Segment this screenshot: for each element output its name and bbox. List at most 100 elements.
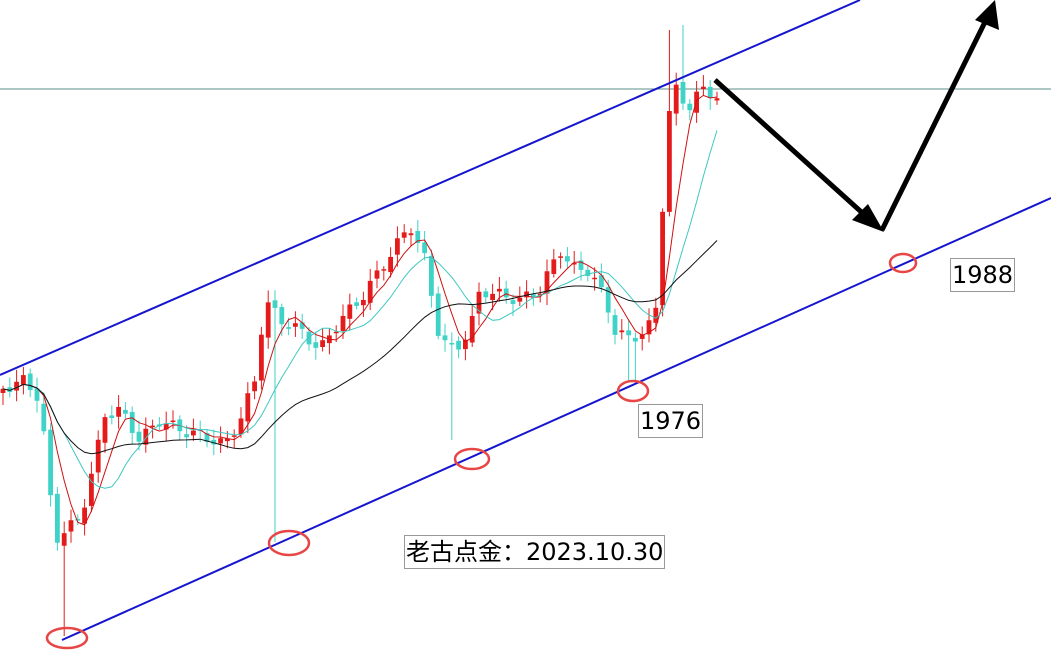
candle-body [150,425,155,428]
candle-body [75,518,81,521]
candle-body [503,288,509,298]
candle-body [667,110,672,212]
year-label: 1988 [950,258,1016,292]
candle-body [707,86,713,98]
candle-body [27,373,33,390]
candles [0,25,720,636]
candle-body [476,291,482,314]
candle-body [61,533,67,546]
candle-body [388,256,393,273]
candle-body [231,435,237,437]
candle-body [680,81,686,104]
candle-body [238,418,244,435]
touch-circles [45,252,918,650]
candle-body [306,331,312,345]
candle-body [463,339,468,350]
candle-body [626,330,631,336]
arrow-head [852,204,884,232]
touch-circle [616,379,650,403]
candle-body [136,431,142,442]
candle-body [456,340,461,350]
candle-body [565,256,570,262]
candle-body [469,315,475,343]
candle-body [714,98,720,101]
arrow-down [713,78,870,220]
moving-averages [2,94,718,526]
candle-body [211,439,217,445]
candle-body [245,393,251,422]
touch-circle [888,252,918,274]
candle-body [592,277,597,280]
candle-body [313,342,319,348]
candle-body [490,293,495,301]
candle-body [41,403,47,432]
candle-body [265,302,271,338]
candle-body [170,420,176,423]
candle-body [544,271,550,294]
candle-body [605,287,611,313]
candle-body [102,417,108,443]
touch-circle [453,447,491,471]
candle-body [367,280,373,303]
candle-body [7,387,13,393]
candle-body [612,315,618,335]
candle-body [163,423,169,430]
candle-body [184,434,189,438]
arrow-head [975,0,999,30]
candle-body [653,307,659,323]
candle-body [578,260,584,270]
candle-body [89,473,94,506]
candle-body [347,304,353,319]
candle-body [571,262,577,265]
credit-label: 老古点金：2023.10.30 [404,535,666,569]
candle-body [599,275,604,288]
candle-body [483,291,489,298]
candle-body [374,270,380,279]
arrow-up [879,16,990,232]
candle-body [361,299,366,306]
candle-body [524,291,529,298]
candle-body [619,330,625,333]
candle-body [646,320,652,335]
candle-body [68,520,74,532]
candle-body [286,327,291,329]
candle-body [531,294,536,297]
candle-body [333,331,339,334]
candle-body [429,255,434,296]
candle-body [225,438,230,442]
candle-body [537,293,543,296]
candle-body [129,411,135,433]
candle-body [116,406,121,417]
year-label: 1976 [638,404,704,438]
candle-body [401,232,407,238]
candle-body [109,415,115,419]
candle-body [585,269,591,276]
candle-body [517,297,523,302]
candle-body [272,300,278,308]
forecast-arrows [713,0,999,232]
candle-body [55,493,60,543]
candle-body [497,288,502,292]
candle-body [435,293,441,336]
candle-body [694,91,699,113]
candle-body [123,409,128,414]
candle-body [415,231,421,244]
touch-circle [45,626,89,650]
candle-body [551,259,557,274]
candle-body [633,337,638,342]
candle-body [660,211,665,306]
candle-body [293,323,298,327]
candle-body [639,334,645,339]
candle-body [299,322,305,329]
candle-body [422,242,427,254]
candle-body [34,388,40,401]
candle-body [701,86,706,89]
candle-body [673,84,679,114]
channel-upper [0,0,861,376]
candle-body [340,315,346,331]
candle-body [442,335,448,341]
candle-body [320,340,325,348]
candle-body [279,307,285,325]
